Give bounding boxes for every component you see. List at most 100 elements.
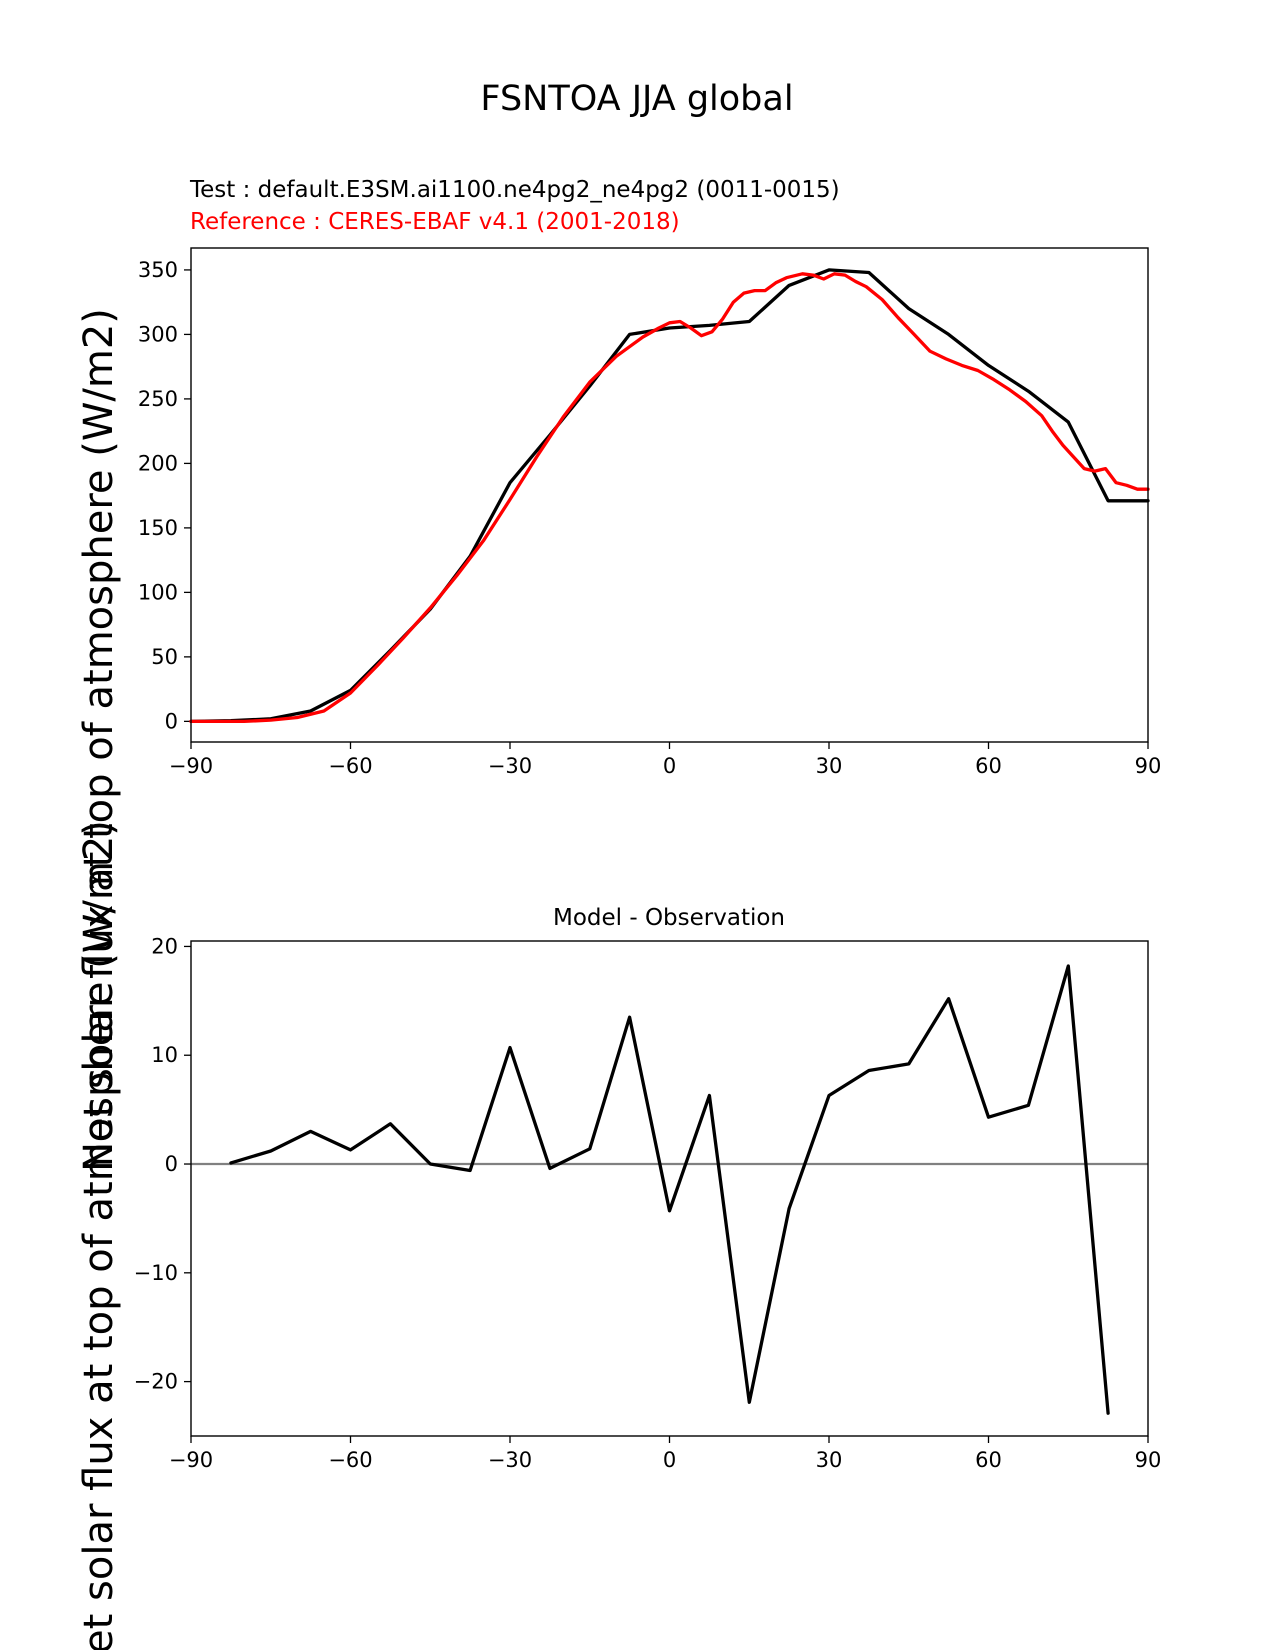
x-tick-label: −90 (169, 754, 213, 778)
reference-data-point (960, 364, 963, 367)
test-data-point (827, 268, 830, 271)
y-tick-label: 300 (138, 322, 178, 346)
reference-data-point (1061, 444, 1064, 447)
x-tick-label: −30 (488, 754, 532, 778)
test-data-point (827, 1094, 830, 1097)
reference-data-point (732, 301, 735, 304)
test-data-point (1067, 964, 1070, 967)
test-series-line (229, 964, 1110, 1415)
test-data-point (1067, 421, 1070, 424)
test-data-point (508, 481, 511, 484)
x-tick-label: 90 (1135, 754, 1162, 778)
y-tick-label: 10 (151, 1043, 178, 1067)
upper-panel: −90 −60 −30 0 30 60 90 0 50 100 150 200 250 300 350 (138, 247, 1162, 778)
reference-data-point (865, 285, 868, 288)
x-tick-label: 30 (816, 1448, 843, 1472)
reference-data-point (1083, 467, 1086, 470)
reference-data-point (349, 691, 352, 694)
reference-data-point (296, 716, 299, 719)
test-data-point (309, 1130, 312, 1133)
test-data-point (668, 1209, 671, 1212)
reference-data-point (689, 326, 692, 329)
test-data-point (349, 1148, 352, 1151)
reference-data-point (753, 289, 756, 292)
y-tick-label: 20 (151, 934, 178, 958)
x-tick-label: 90 (1135, 1448, 1162, 1472)
x-tick-label: 60 (975, 754, 1002, 778)
reference-data-point (774, 281, 777, 284)
reference-data-point (854, 280, 857, 283)
reference-data-point (801, 272, 804, 275)
y-tick-label: 150 (138, 516, 178, 540)
x-tick-label: 30 (816, 754, 843, 778)
test-data-point (788, 1207, 791, 1210)
test-data-point (867, 1069, 870, 1072)
test-data-point (628, 333, 631, 336)
test-data-point (708, 324, 711, 327)
test-data-point (269, 1149, 272, 1152)
reference-data-point (668, 321, 671, 324)
diff-panel-title: Model - Observation (553, 905, 785, 931)
figure-title: FSNTOA JJA global (480, 79, 793, 119)
test-label: Test : default.E3SM.ai1100.ne4pg2_ne4pg2… (189, 177, 840, 203)
reference-data-point (1072, 455, 1075, 458)
plot-frame (190, 940, 1149, 1437)
y-tick-label: 250 (138, 387, 178, 411)
reference-data-point (881, 298, 884, 301)
y-tick-label: 0 (165, 1152, 178, 1176)
x-tick-label: −60 (328, 754, 372, 778)
test-data-point (628, 1016, 631, 1019)
test-data-point (987, 364, 990, 367)
test-data-point (907, 307, 910, 310)
test-data-point (788, 284, 791, 287)
y-tick-label: −10 (134, 1261, 178, 1285)
reference-data-point (811, 273, 814, 276)
figure-ylabel-lower: Net solar flux at top of atmosphere (W/m… (76, 820, 122, 1650)
test-data-point (309, 709, 312, 712)
test-data-point (748, 320, 751, 323)
reference-data-point (1040, 414, 1043, 417)
x-tick-label: 0 (663, 1448, 676, 1472)
difference-panel: −90 −60 −30 0 30 60 90 −20 −10 0 10 20 (134, 934, 1162, 1472)
x-tick-label: −60 (328, 1448, 372, 1472)
x-tick-label: −90 (169, 1448, 213, 1472)
reference-series-line (189, 272, 1150, 724)
reference-data-point (785, 276, 788, 279)
test-data-point (987, 1116, 990, 1119)
test-data-point (229, 1161, 232, 1164)
reference-data-point (944, 357, 947, 360)
reference-data-point (897, 316, 900, 319)
test-data-point (469, 1169, 472, 1172)
reference-data-point (1093, 470, 1096, 473)
reference-data-point (822, 277, 825, 280)
test-data-point (1027, 1104, 1030, 1107)
test-data-point (1107, 1412, 1110, 1415)
reference-data-point (679, 320, 682, 323)
reference-data-point (216, 720, 219, 723)
reference-data-point (322, 709, 325, 712)
reference-data-point (1115, 481, 1118, 484)
test-data-point (1107, 499, 1110, 502)
reference-data-point (1051, 430, 1054, 433)
reference-data-point (562, 415, 565, 418)
reference-data-point (843, 273, 846, 276)
plot-frame (190, 247, 1149, 743)
test-data-point (548, 1167, 551, 1170)
reference-data-point (269, 718, 272, 721)
reference-label: Reference : CERES-EBAF v4.1 (2001-2018) (190, 209, 680, 235)
reference-data-point (710, 330, 713, 333)
y-tick-label: 350 (138, 258, 178, 282)
reference-data-point (833, 272, 836, 275)
test-data-point (748, 1401, 751, 1404)
y-tick-label: 50 (151, 645, 178, 669)
reference-data-point (928, 350, 931, 353)
test-data-point (947, 333, 950, 336)
reference-data-point (455, 574, 458, 577)
test-data-point (389, 1122, 392, 1125)
reference-data-point (375, 664, 378, 667)
reference-data-point (1104, 467, 1107, 470)
reference-data-point (508, 498, 511, 501)
reference-data-point (1008, 388, 1011, 391)
reference-data-point (1136, 488, 1139, 491)
